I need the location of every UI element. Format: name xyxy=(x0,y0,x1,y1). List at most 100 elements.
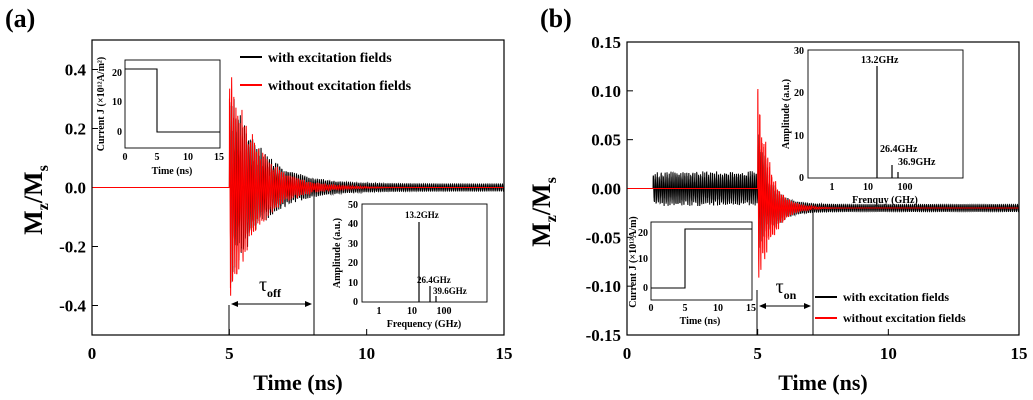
panel-a-ytick-label: -0.2 xyxy=(59,238,86,257)
panel-b-inset-current-ytick-10: 10 xyxy=(638,254,648,265)
panel-b-inset-spectrum-ylabel: Amplitude (a.u.) xyxy=(781,79,792,149)
panel-b-y-axis-title: Mz/Ms xyxy=(527,177,560,247)
panel-a-inset-spectrum-xtick-10: 10 xyxy=(407,306,417,317)
panel-a-inset-current-xtick-5: 5 xyxy=(155,152,160,163)
panel-a-inset-spectrum-ylabel: Amplitude (a.u.) xyxy=(332,218,343,288)
panel-a-x-axis-title: Time (ns) xyxy=(253,370,342,395)
panel-b-inset-current-ytick-0: 0 xyxy=(643,283,648,294)
panel-a-inset-spectrum-xlabel: Frequency (GHz) xyxy=(387,319,462,330)
panel-a-inset-spectrum-ytick-40: 40 xyxy=(348,219,358,230)
panel-a-inset-spectrum-xtick-100: 100 xyxy=(437,306,452,317)
panel-b-inset-current-frame xyxy=(650,221,753,301)
panel-a-ytick-label: 0.2 xyxy=(65,120,86,139)
panel-a-legend-label-with: with excitation fields xyxy=(268,51,392,66)
panel-b-inset-current-xtick-5: 5 xyxy=(683,303,688,314)
panel-a-inset-current-line xyxy=(125,68,220,133)
panel-b-xtick-label: 5 xyxy=(753,344,762,363)
panel-a-inset-current-xtick-10: 10 xyxy=(183,152,193,163)
panel-b: (b) Mz/Ms 0.15 0.10 0.05 0.00 -0.05 -0.10 -0.1… xyxy=(527,4,1028,395)
panel-b-inset-spectrum-ytick-10: 10 xyxy=(794,131,804,142)
panel-a-xtick-label: 15 xyxy=(496,344,513,363)
panel-a-x-ticks: 0 5 10 15 xyxy=(88,329,513,363)
panel-a-inset-current: 20 10 0 0 5 10 15 Time (ns) Current J (×… xyxy=(96,57,224,177)
panel-b-inset-spectrum-peak-1-label: 13.2GHz xyxy=(861,55,899,66)
panel-b-inset-spectrum-ytick-20: 20 xyxy=(794,88,804,99)
panel-a-tau-annotation: τoff xyxy=(228,190,315,335)
panel-a-legend: with excitation fields without excitatio… xyxy=(240,51,412,94)
panel-b-inset-spectrum-ytick-30: 30 xyxy=(794,46,804,57)
panel-b-inset-current-line xyxy=(651,228,752,289)
panel-b-inset-current-xlabel: Time (ns) xyxy=(680,316,721,327)
panel-a-xtick-label: 0 xyxy=(88,344,97,363)
panel-b-x-ticks: 0 5 10 15 xyxy=(623,329,1028,363)
panel-a-inset-spectrum-ytick-30: 30 xyxy=(348,239,358,250)
panel-a-inset-spectrum-ytick-20: 20 xyxy=(348,258,358,269)
panel-b-ytick-label: -0.05 xyxy=(586,228,621,247)
panel-b-xtick-label: 0 xyxy=(623,344,632,363)
panel-b-inset-spectrum: 13.2GHz 26.4GHz 36.9GHz 30 20 10 0 1 10 … xyxy=(781,46,964,206)
panel-a-xtick-label: 5 xyxy=(225,344,234,363)
panel-b-inset-spectrum-ytick-0: 0 xyxy=(799,173,804,184)
panel-b-tau-arrowhead-right xyxy=(804,303,811,309)
panel-b-tau-arrowhead-left xyxy=(759,303,766,309)
panel-b-y-ticks: 0.15 0.10 0.05 0.00 -0.05 -0.10 -0.15 xyxy=(586,33,633,345)
panel-a-tau-label: τoff xyxy=(259,274,282,300)
panel-a-legend-label-without: without excitation fields xyxy=(268,79,412,94)
panel-a-inset-spectrum-ytick-10: 10 xyxy=(348,278,358,289)
panel-b-inset-current-xtick-10: 10 xyxy=(713,303,723,314)
panel-a-label: (a) xyxy=(5,4,35,33)
panel-a-ytick-label: -0.4 xyxy=(59,297,86,316)
panel-b-series-without-excitation xyxy=(627,89,1019,278)
panel-b-inset-spectrum-xtick-100: 100 xyxy=(898,182,913,193)
panel-b-inset-current-ytick-20: 20 xyxy=(638,228,648,239)
panel-b-ytick-label: 0.00 xyxy=(591,180,621,199)
panel-a-inset-spectrum-ytick-50: 50 xyxy=(348,200,358,211)
panel-a-series-without-excitation xyxy=(92,77,504,296)
panel-a: (a) Mz/Ms 0.40.20.0-0.2-0.4 0 5 10 15 Time … xyxy=(5,4,513,395)
panel-b-xtick-label: 15 xyxy=(1011,344,1028,363)
panel-a-tau-arrowhead-left xyxy=(231,301,238,307)
panel-a-inset-current-ytick-20: 20 xyxy=(112,68,122,79)
panel-a-y-axis-title: Mz/Ms xyxy=(19,165,52,235)
panel-b-legend: with excitation fields without excitatio… xyxy=(815,290,966,325)
panel-b-inset-spectrum-xtick-1: 1 xyxy=(830,182,835,193)
panel-a-ytick-label: 0.4 xyxy=(65,61,87,80)
panel-a-inset-current-ytick-0: 0 xyxy=(117,127,122,138)
panel-a-inset-current-frame xyxy=(124,59,221,149)
panel-b-xtick-label: 10 xyxy=(880,344,897,363)
panel-b-inset-current-xtick-0: 0 xyxy=(649,303,654,314)
panel-b-inset-current: 20 10 0 0 5 10 15 Time (ns) Current J (×… xyxy=(628,216,756,327)
panel-a-inset-spectrum-peak-2-label: 26.4GHz xyxy=(417,275,451,285)
panel-b-tau-annotation: τon xyxy=(756,208,814,335)
panel-b-ytick-label: 0.05 xyxy=(591,131,621,150)
panel-a-inset-current-xlabel: Time (ns) xyxy=(152,166,193,177)
panel-b-inset-current-xtick-15: 15 xyxy=(746,303,756,314)
panel-b-label: (b) xyxy=(540,4,572,33)
panel-a-inset-current-xtick-0: 0 xyxy=(123,152,128,163)
panel-a-inset-current-ylabel: Current J (×10¹²A/m²) xyxy=(96,57,107,152)
panel-a-inset-spectrum-peak-3-label: 39.6GHz xyxy=(433,286,467,296)
panel-a-inset-current-ytick-10: 10 xyxy=(112,97,122,108)
panel-a-inset-spectrum-ytick-0: 0 xyxy=(353,297,358,308)
panel-b-ytick-label: -0.10 xyxy=(586,277,621,296)
panel-b-x-axis-title: Time (ns) xyxy=(778,370,867,395)
panel-b-plot-frame xyxy=(626,41,1020,336)
panel-a-inset-spectrum-peak-1-label: 13.2GHz xyxy=(405,210,439,220)
panel-b-legend-label-with: with excitation fields xyxy=(843,290,949,304)
panel-b-inset-spectrum-xtick-10: 10 xyxy=(863,182,873,193)
panel-b-legend-label-without: without excitation fields xyxy=(843,311,966,325)
panel-b-inset-spectrum-frame xyxy=(807,49,964,179)
panel-a-inset-spectrum: 13.2GHz 26.4GHz 39.6GHz 50 40 30 20 10 0… xyxy=(332,200,488,330)
panel-a-tau-arrowhead-right xyxy=(305,301,312,307)
panel-a-inset-spectrum-xtick-1: 1 xyxy=(377,306,382,317)
panel-b-ytick-label: -0.15 xyxy=(586,326,621,345)
panel-b-inset-spectrum-xlabel: Frenquy (GHz) xyxy=(852,195,918,206)
panel-b-tau-label: τon xyxy=(776,276,797,302)
panel-b-inset-spectrum-peak-2-label: 26.4GHz xyxy=(880,144,918,155)
panel-a-ytick-label: 0.0 xyxy=(65,179,86,198)
panel-a-plot-frame xyxy=(91,39,505,336)
panel-b-series xyxy=(627,89,1020,278)
panel-b-inset-spectrum-peak-3-label: 36.9GHz xyxy=(898,157,936,168)
panel-a-inset-current-xtick-15: 15 xyxy=(214,152,224,163)
